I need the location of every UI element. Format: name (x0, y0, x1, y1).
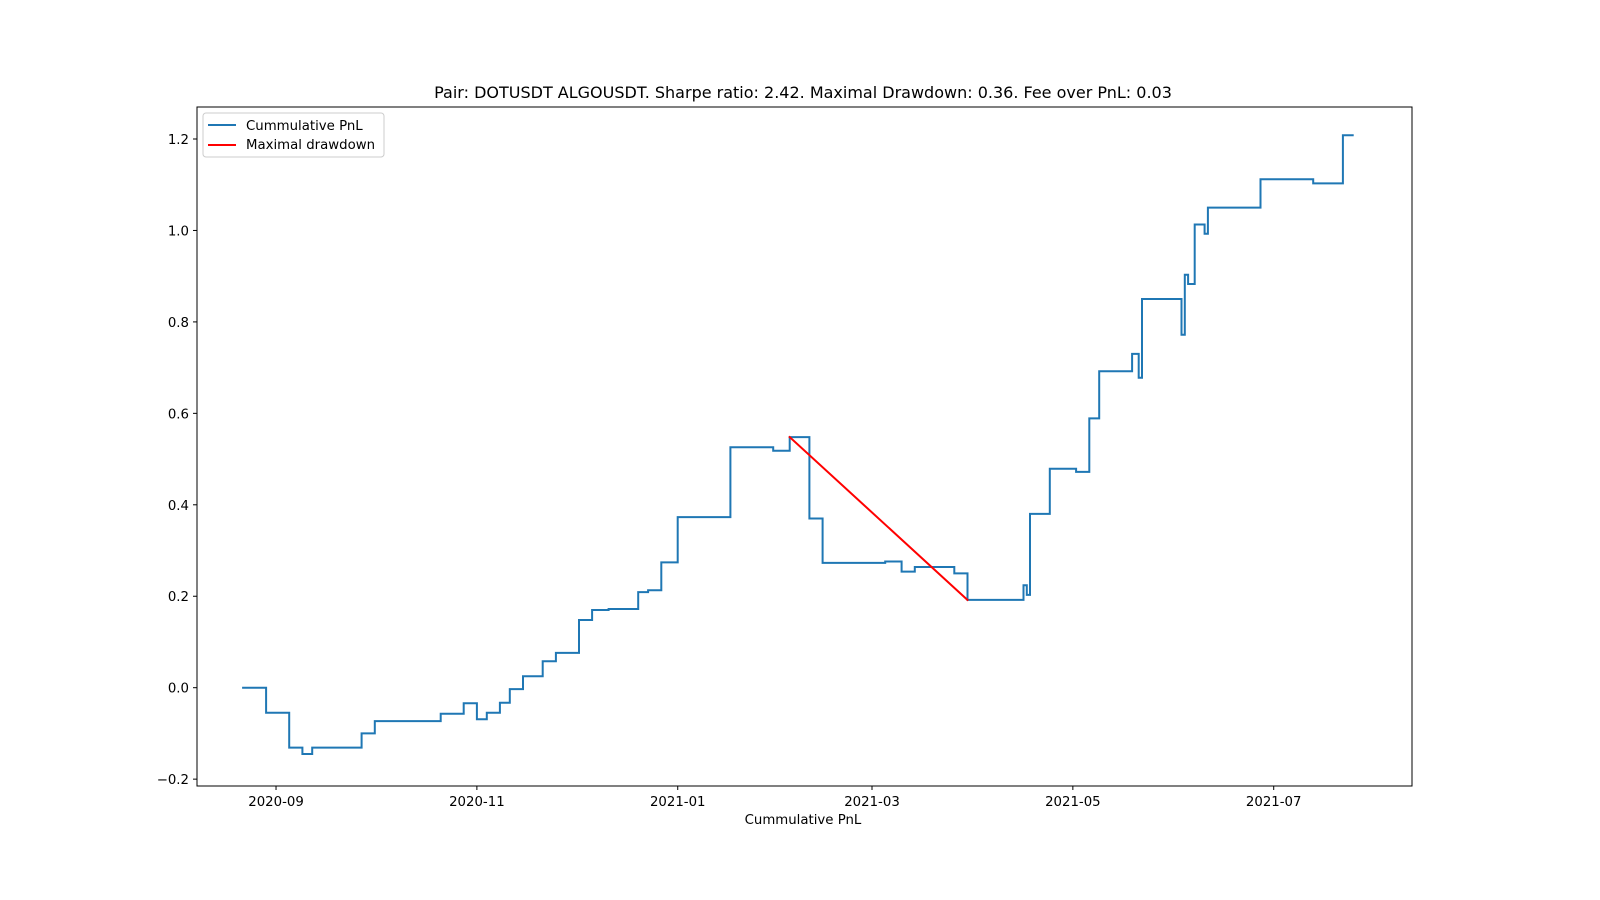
plot-frame (196, 106, 1413, 787)
x-axis-label: Cummulative PnL (745, 813, 862, 828)
x-axis: 2020-09 2020-11 2021-01 2021-03 2021-05 2021-… (248, 786, 1301, 810)
y-tick-label: 0.0 (168, 682, 189, 697)
drawdown-line (788, 435, 969, 602)
x-tick-label: 2021-03 (844, 795, 900, 810)
chart-title: Pair: DOTUSDT ALGOUSDT. Sharpe ratio: 2.… (434, 83, 1172, 102)
y-tick-label: 0.2 (168, 590, 189, 605)
y-tick-label: 1.0 (168, 224, 189, 239)
legend-label-pnl: Cummulative PnL (246, 119, 363, 134)
x-tick-label: 2021-07 (1246, 795, 1302, 810)
y-axis: −0.2 0.0 0.2 0.4 0.6 0.8 1.0 1.2 (157, 133, 197, 788)
x-tick-label: 2020-11 (449, 795, 505, 810)
y-tick-label: 0.4 (168, 499, 189, 514)
y-tick-label: 1.2 (168, 133, 189, 148)
plot-series (242, 134, 1354, 755)
y-tick-label: 0.6 (168, 407, 189, 422)
x-tick-label: 2021-01 (650, 795, 706, 810)
x-tick-label: 2020-09 (248, 795, 304, 810)
y-tick-label: −0.2 (157, 773, 189, 788)
legend: Cummulative PnL Maximal drawdown (202, 112, 385, 158)
pnl-line (242, 134, 1354, 755)
y-tick-label: 0.8 (168, 316, 189, 331)
legend-label-drawdown: Maximal drawdown (246, 138, 375, 153)
legend-box (202, 112, 385, 158)
x-tick-label: 2021-05 (1045, 795, 1101, 810)
